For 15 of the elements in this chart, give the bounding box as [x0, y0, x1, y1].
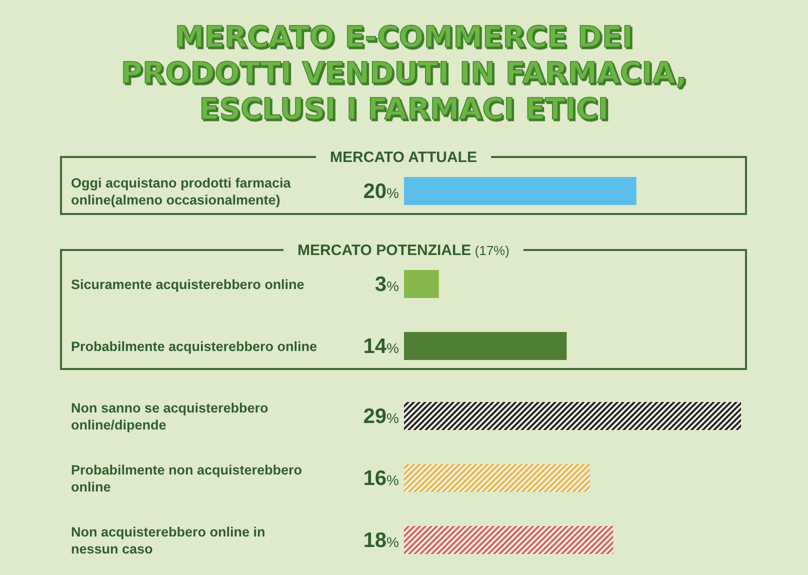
y-tick-label: Sicuramente acquisterebbero online — [71, 277, 305, 292]
y-tick-label: Oggi acquistano prodotti farmacia online(almeno occasionalmente) — [71, 176, 292, 208]
chart-title: MERCATO E-COMMERCE DEI PRODOTTI VENDUTI IN FARMACIA, ESCLUSI I FARMACI ETICI — [120, 20, 688, 126]
data-label: 20% — [363, 180, 399, 203]
y-tick-label: Non sanno se acquisterebbero online/dipende — [71, 400, 268, 432]
y-tick-label: Non acquisterebbero online in nessun caso — [71, 524, 266, 556]
annotation: MERCATO POTENZIALE (17%) — [298, 242, 510, 259]
data-label: 16% — [363, 467, 399, 490]
y-tick-label: Probabilmente non acquisterebbero online — [71, 462, 302, 494]
data-label: 29% — [363, 405, 399, 428]
text: MERCATO ATTUALE — [330, 149, 477, 166]
data-label: 3% — [374, 273, 399, 296]
data-label: 18% — [363, 529, 399, 552]
data-label: 14% — [363, 335, 399, 358]
y-tick-label: Probabilmente acquisterebbero online — [71, 339, 318, 354]
